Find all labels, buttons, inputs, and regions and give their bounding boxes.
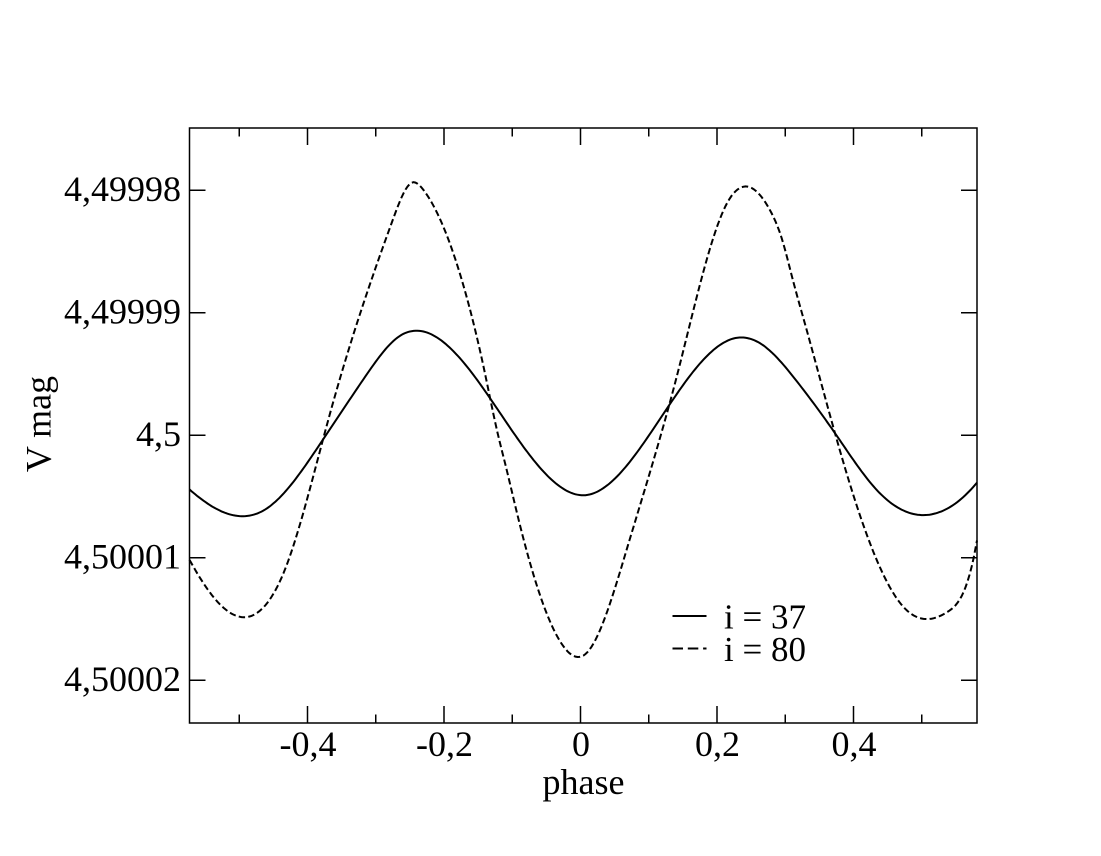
svg-text:i = 37: i = 37 — [724, 598, 806, 637]
svg-text:0,2: 0,2 — [695, 724, 740, 764]
svg-text:0: 0 — [572, 724, 590, 764]
svg-text:4,49998: 4,49998 — [64, 169, 181, 209]
svg-text:0,4: 0,4 — [832, 724, 877, 764]
svg-text:4,5: 4,5 — [136, 414, 181, 454]
svg-text:i = 80: i = 80 — [724, 630, 806, 669]
svg-text:4,49999: 4,49999 — [64, 291, 181, 331]
svg-text:V mag: V mag — [19, 376, 59, 472]
svg-text:4,50002: 4,50002 — [64, 659, 181, 699]
svg-text:4,50001: 4,50001 — [64, 536, 181, 576]
svg-text:phase: phase — [543, 762, 625, 802]
svg-text:-0,4: -0,4 — [280, 724, 337, 764]
svg-text:-0,2: -0,2 — [416, 724, 473, 764]
